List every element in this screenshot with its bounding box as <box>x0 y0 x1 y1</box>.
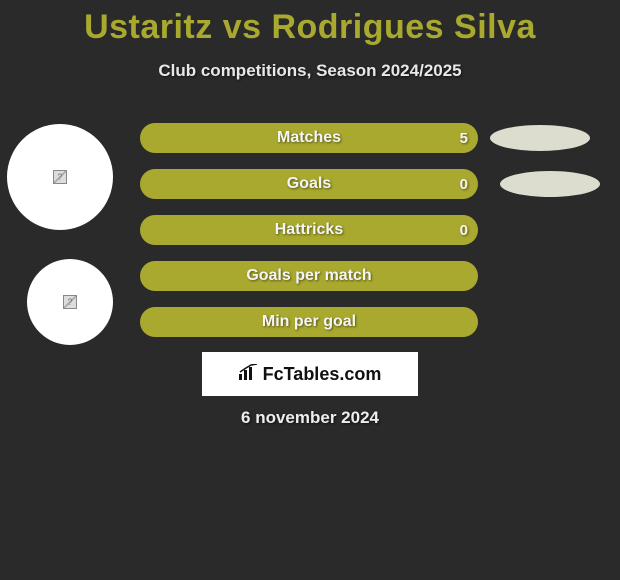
stat-label: Goals <box>287 175 331 193</box>
stat-label: Goals per match <box>246 267 371 285</box>
player2-avatar: ? <box>27 259 113 345</box>
stat-bar-left: Hattricks 0 <box>140 215 478 245</box>
stats-container: Matches 5 Goals 0 Hattricks 0 Goals per … <box>140 123 600 353</box>
stat-bar-left: Goals 0 <box>140 169 478 199</box>
stat-row: Goals per match <box>140 261 600 291</box>
stat-row: Hattricks 0 <box>140 215 600 245</box>
stat-bar-left: Goals per match <box>140 261 478 291</box>
subtitle: Club competitions, Season 2024/2025 <box>0 61 620 81</box>
stat-row: Min per goal <box>140 307 600 337</box>
placeholder-image-icon: ? <box>63 295 77 309</box>
chart-icon <box>239 364 259 385</box>
stat-row: Goals 0 <box>140 169 600 199</box>
branding-text: FcTables.com <box>263 364 382 385</box>
stat-value-left: 0 <box>460 222 468 239</box>
stat-label: Min per goal <box>262 313 356 331</box>
date-label: 6 november 2024 <box>0 408 620 428</box>
player1-avatar: ? <box>7 124 113 230</box>
stat-row: Matches 5 <box>140 123 600 153</box>
stat-bar-right <box>500 171 600 197</box>
stat-bar-left: Matches 5 <box>140 123 478 153</box>
stat-value-left: 0 <box>460 176 468 193</box>
stat-value-left: 5 <box>460 130 468 147</box>
stat-label: Matches <box>277 129 341 147</box>
stat-label: Hattricks <box>275 221 343 239</box>
placeholder-image-icon: ? <box>53 170 67 184</box>
stat-bar-left: Min per goal <box>140 307 478 337</box>
branding-badge: FcTables.com <box>202 352 418 396</box>
stat-bar-right <box>490 125 590 151</box>
page-title: Ustaritz vs Rodrigues Silva <box>0 0 620 47</box>
